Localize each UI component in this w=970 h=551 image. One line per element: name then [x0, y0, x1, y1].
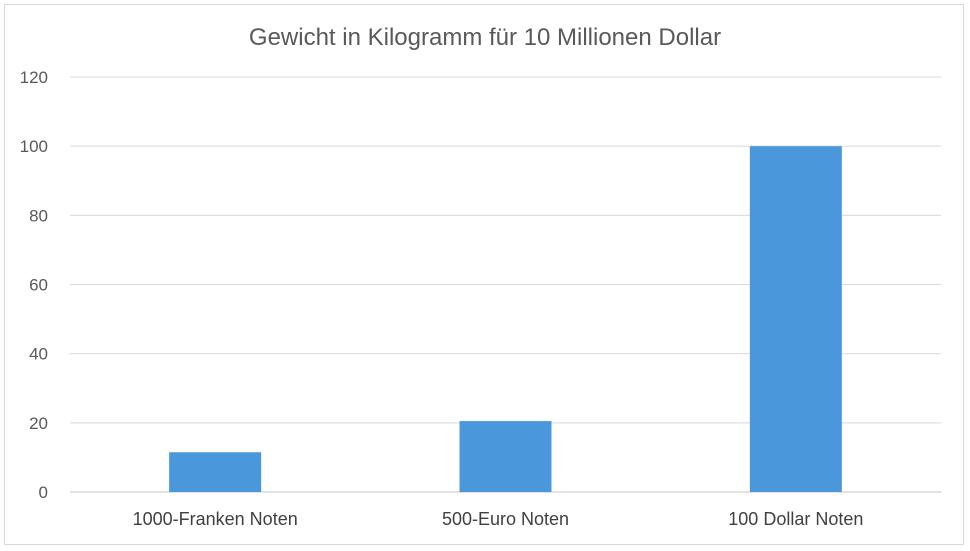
bar: [459, 421, 552, 492]
x-category-label: 1000-Franken Noten: [133, 509, 298, 529]
y-tick-label: 80: [29, 206, 48, 225]
y-tick-label: 120: [20, 68, 48, 87]
bar: [169, 452, 262, 492]
y-tick-label: 100: [20, 137, 48, 156]
y-tick-label: 20: [29, 414, 48, 433]
y-tick-label: 0: [39, 483, 48, 502]
y-tick-label: 40: [29, 345, 48, 364]
y-tick-label: 60: [29, 276, 48, 295]
x-axis-categories: 1000-Franken Noten 500-Euro Noten 100 Doll…: [133, 509, 864, 529]
chart-title: Gewicht in Kilogramm für 10 Millionen Do…: [248, 24, 722, 51]
y-axis-ticks: 0 20 40 60 80 100 120: [20, 68, 48, 502]
x-category-label: 500-Euro Noten: [442, 509, 569, 529]
bars: [169, 146, 842, 492]
bar: [749, 146, 842, 492]
x-category-label: 100 Dollar Noten: [728, 509, 863, 529]
